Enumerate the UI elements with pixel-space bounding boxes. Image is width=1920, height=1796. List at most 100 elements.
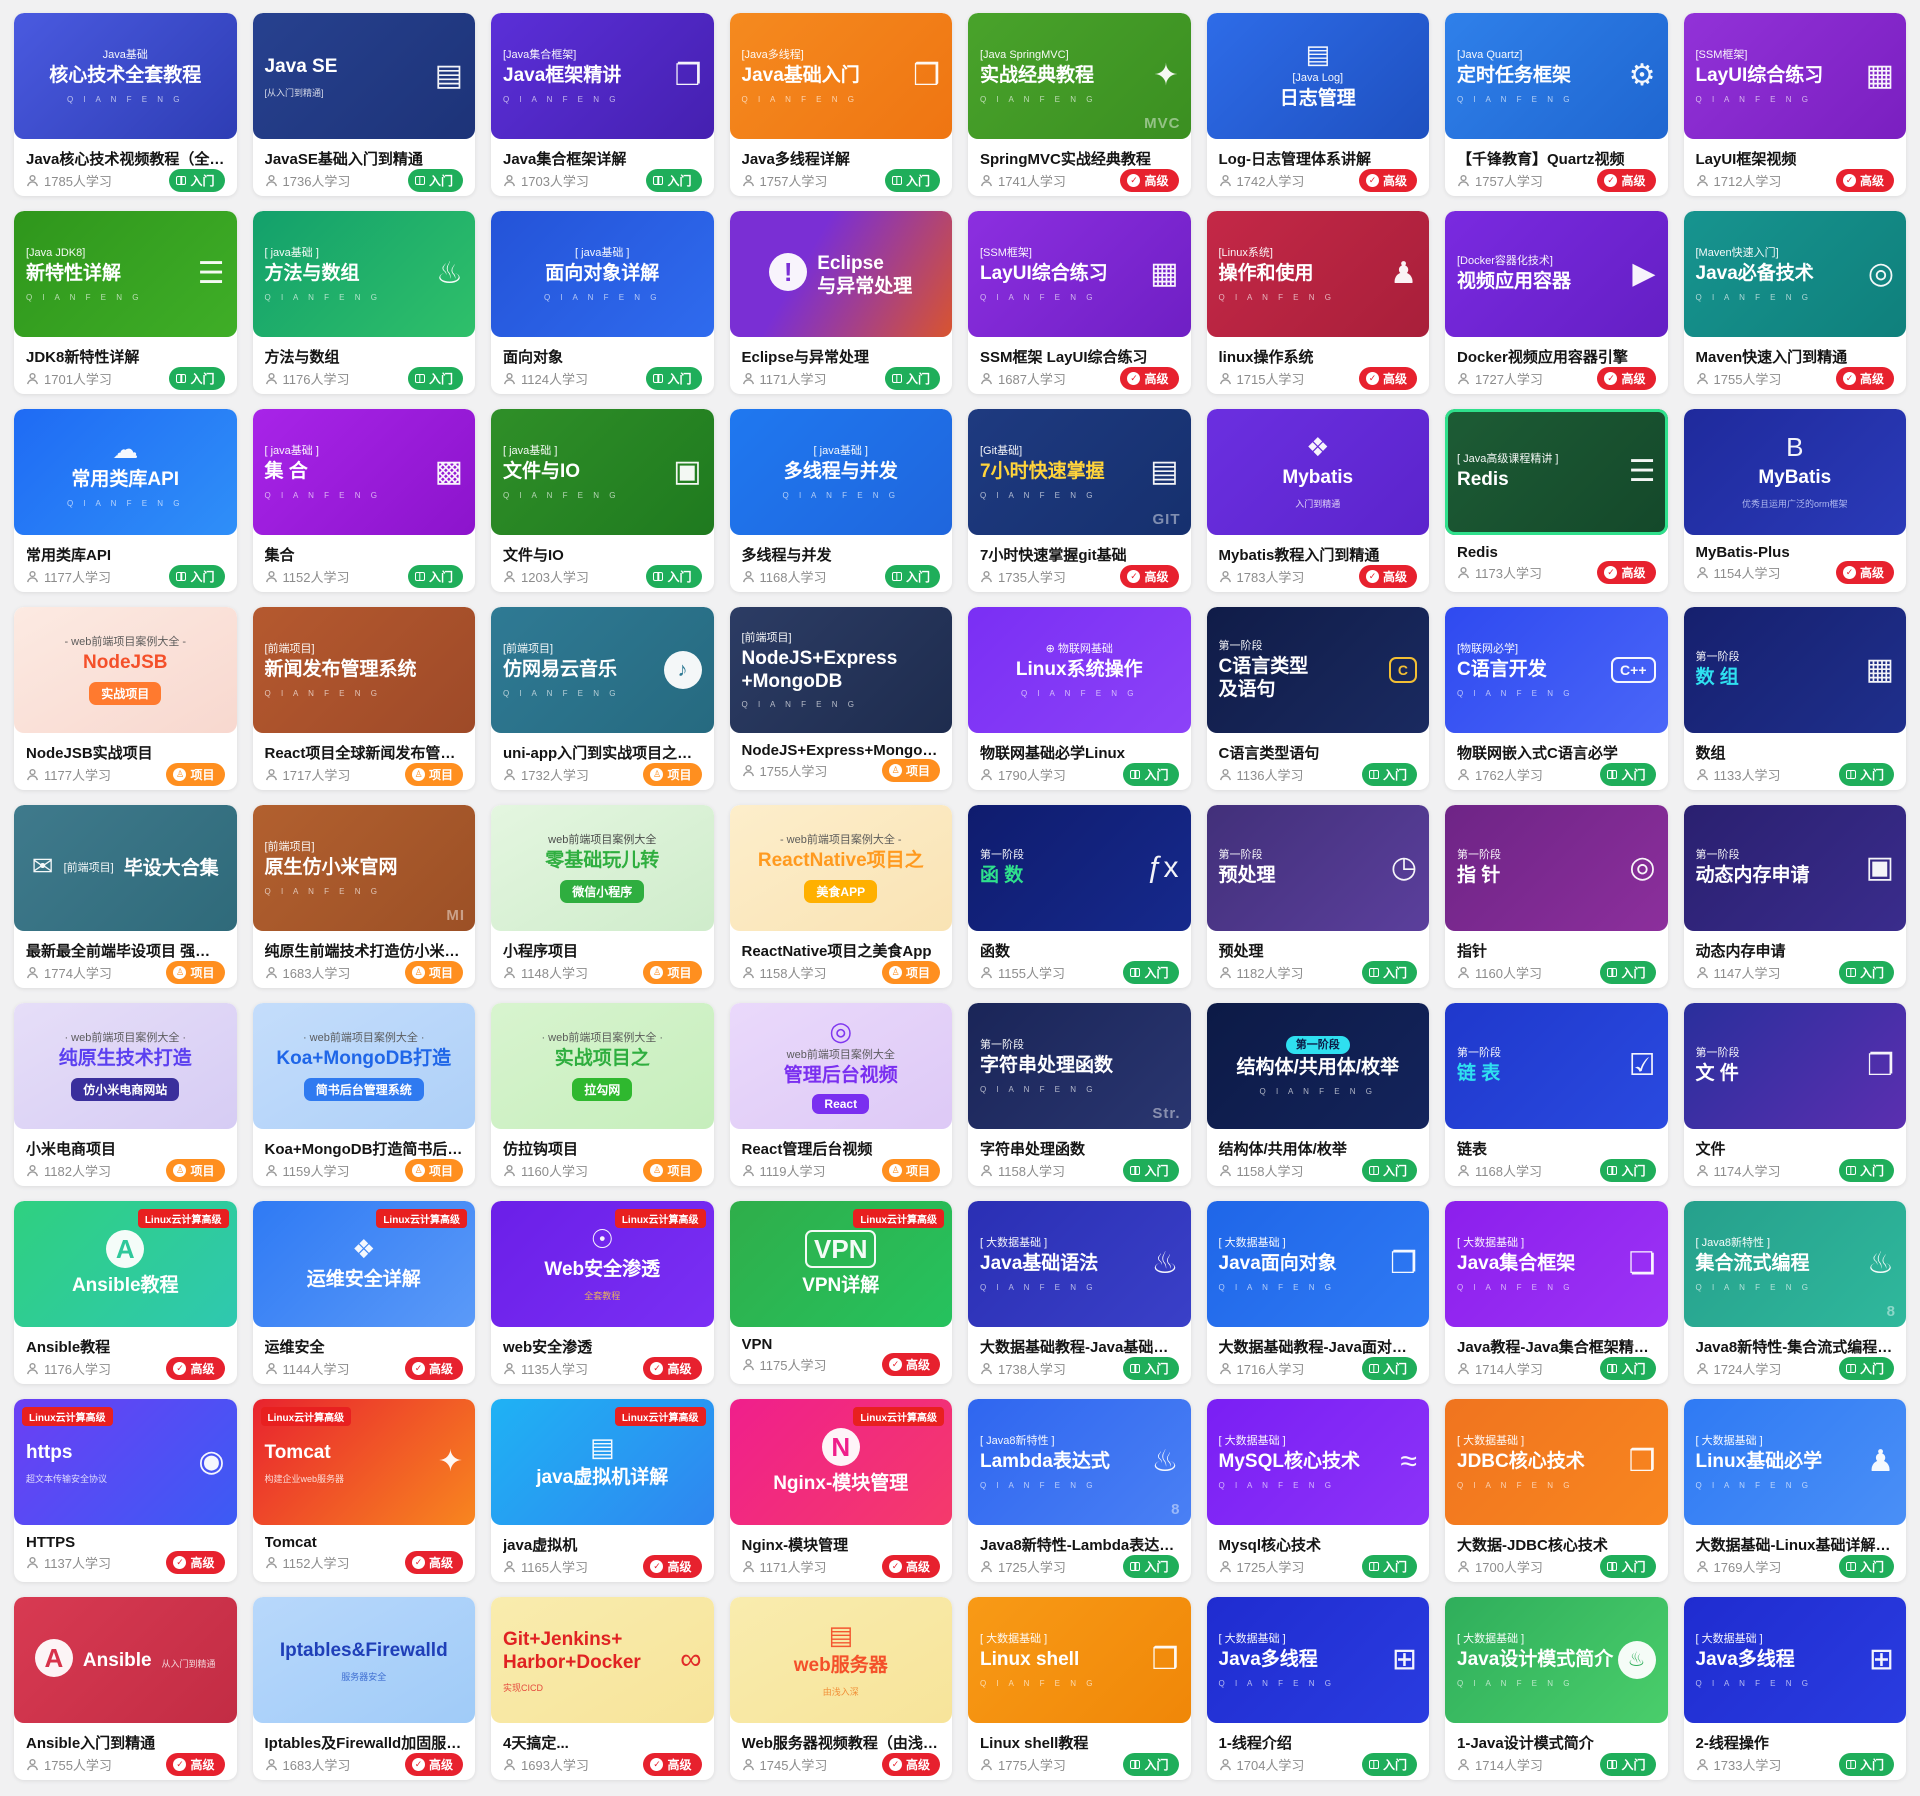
- course-card[interactable]: ⊕ 物联网基础 Linux系统操作 Q I A N F E N G 物联网基础必…: [968, 607, 1191, 790]
- level-badge-label: 项目: [667, 1164, 692, 1178]
- course-card[interactable]: ▩ [ java基础 ] 集 合 Q I A N F E N G 集合 1152…: [252, 409, 475, 592]
- course-card[interactable]: · web前端项目案例大全 · 实战项目之 拉勾网 仿拉钩项目 1160人学习 …: [491, 1003, 714, 1186]
- course-card[interactable]: ▣ 第一阶段 动态内存申请 动态内存申请 1147人学习: [1683, 805, 1906, 988]
- course-card[interactable]: · web前端项目案例大全 · Koa+MongoDB打造 简书后台管理系统 K…: [252, 1003, 475, 1186]
- course-card[interactable]: B MyBatis 优秀且运用广泛的orm框架 MyBatis-Plus 115…: [1683, 409, 1907, 592]
- course-card[interactable]: Linux云计算高级 A Ansible教程 Ansible教程 1176人学习: [14, 1201, 237, 1384]
- course-card[interactable]: ⊞ [ 大数据基础 ] Java多线程 Q I A N F E N G 2-线程…: [1683, 1597, 1906, 1780]
- course-card[interactable]: ♪ [前端项目] 仿网易云音乐 Q I A N F E N G uni-app入…: [491, 607, 714, 790]
- thumb-tag: 第一阶段: [1695, 1047, 1740, 1060]
- course-card[interactable]: · web前端项目案例大全 · 纯原生技术打造 仿小米电商网站 小米电商项目 1…: [14, 1003, 237, 1186]
- course-card[interactable]: ▦ [SSM框架] LayUI综合练习 Q I A N F E N G SSM框…: [968, 211, 1191, 394]
- student-count: 1762人学习: [1475, 768, 1543, 783]
- course-card[interactable]: ▶ [Docker容器化技术] 视频应用容器 Docker视频应用容器引擎 17…: [1445, 211, 1668, 394]
- course-card[interactable]: ▤ web服务器 由浅入深 Web服务器视频教程（由浅入... 1745人学习: [729, 1597, 952, 1780]
- thumb-main-text: Mybatis: [1282, 467, 1354, 489]
- course-card[interactable]: C 第一阶段 C语言类型 及语句 C语言类型语句 1136人学习: [1206, 607, 1429, 790]
- course-card[interactable]: ❐ 第一阶段 文 件 文件 1174人学习: [1683, 1003, 1906, 1186]
- course-card[interactable]: ❒ [Java多线程] Java基础入门 Q I A N F E N G Jav…: [729, 13, 952, 196]
- course-card[interactable]: Linux云计算高级 ▤ java虚拟机详解 java虚拟机 1165人学习: [491, 1399, 714, 1582]
- course-card[interactable]: [前端项目] NodeJS+Express +MongoDB Q I A N F…: [729, 607, 953, 790]
- course-meta: 1160人学习 入门: [1457, 961, 1656, 984]
- course-card[interactable]: ◎ web前端项目案例大全 管理后台视频 React React管理后台视频 1…: [729, 1003, 952, 1186]
- course-card[interactable]: ✉ [前端项目] 毕设大合集 最新最全前端毕设项目 强烈建... 1774人学习: [14, 805, 237, 988]
- course-card[interactable]: 第一阶段 字符串处理函数 Q I A N F E N G Str. 字符串处理函…: [968, 1003, 1191, 1186]
- course-card[interactable]: ▦ 第一阶段 数 组 数组 1133人学习: [1683, 607, 1906, 790]
- thumb-subtitle: Q I A N F E N G: [67, 498, 184, 508]
- course-card[interactable]: ❒ [ 大数据基础 ] Linux shell Q I A N F E N G …: [968, 1597, 1191, 1780]
- course-card[interactable]: ▤ [Java Log] 日志管理 Log-日志管理体系讲解 1742人学习: [1206, 13, 1429, 196]
- course-card[interactable]: ♨ [ 大数据基础 ] Java基础语法 Q I A N F E N G 大数据…: [968, 1201, 1191, 1384]
- course-card[interactable]: - web前端项目案例大全 - ReactNative项目之 美食APP Rea…: [729, 805, 952, 988]
- course-card-body: NodeJS+Express+MongoD... 1755人学习 ♙ 项目: [730, 733, 953, 790]
- course-card[interactable]: ☰ [ Java高级课程精讲 ] Redis Redis 1173人学习: [1445, 409, 1668, 592]
- course-card[interactable]: [前端项目] 原生仿小米官网 Q I A N F E N G MI 纯原生前端技…: [252, 805, 475, 988]
- book-icon: [1607, 1166, 1618, 1175]
- course-card[interactable]: ✦ [Java SpringMVC] 实战经典教程 Q I A N F E N …: [968, 13, 1191, 196]
- course-card[interactable]: ❐ [ 大数据基础 ] Java面向对象 Q I A N F E N G 大数据…: [1206, 1201, 1429, 1384]
- course-thumbnail: ❏ [ 大数据基础 ] Java集合框架 Q I A N F E N G: [1445, 1201, 1668, 1327]
- thumb-subtitle: Q I A N F E N G: [1021, 688, 1138, 698]
- course-card[interactable]: ▣ [ java基础 ] 文件与IO Q I A N F E N G 文件与IO…: [491, 409, 714, 592]
- course-card-body: Nginx-模块管理 1171人学习 ✓ 高级: [730, 1525, 953, 1582]
- course-card[interactable]: ❐ [Java集合框架] Java框架精讲 Q I A N F E N G Ja…: [491, 13, 714, 196]
- course-card[interactable]: Iptables&Firewalld 服务器安全 Iptables及Firewa…: [252, 1597, 475, 1780]
- course-card[interactable]: ▤ [Git基础] 7小时快速掌握 Q I A N F E N G GIT 7小…: [968, 409, 1191, 592]
- course-card[interactable]: 第一阶段 结构体/共用体/枚举 Q I A N F E N G 结构体/共用体/…: [1206, 1003, 1429, 1186]
- course-card[interactable]: ⚙ [Java Quartz] 定时任务框架 Q I A N F E N G 【…: [1445, 13, 1668, 196]
- course-card[interactable]: Java基础 核心技术全套教程 Q I A N F E N G Java核心技术…: [14, 13, 237, 196]
- course-card[interactable]: Linux云计算高级 ◉ https 超文本传输安全协议 HTTPS 1137人…: [14, 1399, 237, 1582]
- course-card[interactable]: ◎ [Maven快速入门] Java必备技术 Q I A N F E N G M…: [1683, 211, 1906, 394]
- thumb-subtitle: Q I A N F E N G: [980, 1084, 1097, 1094]
- course-card-body: 文件与IO 1203人学习 入门: [491, 535, 714, 592]
- course-card[interactable]: - web前端项目案例大全 - NodeJSB 实战项目 NodeJSB实战项目…: [14, 607, 237, 790]
- course-card[interactable]: Linux云计算高级 ❖ 运维安全详解 运维安全 1144人学习: [252, 1201, 475, 1384]
- thumb-tag: [Java集合框架]: [503, 49, 577, 62]
- thumb-main-text: 结构体/共用体/枚举: [1236, 1057, 1400, 1079]
- student-count: 1160人学习: [521, 1164, 588, 1179]
- course-card[interactable]: ☑ 第一阶段 链 表 链表 1168人学习: [1445, 1003, 1668, 1186]
- course-card[interactable]: ◎ 第一阶段 指 针 指针 1160人学习: [1445, 805, 1668, 988]
- course-card[interactable]: [前端项目] 新闻发布管理系统 Q I A N F E N G React项目全…: [252, 607, 475, 790]
- level-badge: ♙ 项目: [404, 1159, 463, 1182]
- course-card[interactable]: ▦ [SSM框架] LayUI综合练习 Q I A N F E N G LayU…: [1683, 13, 1906, 196]
- course-card[interactable]: ♨ [ Java8新特性 ] Lambda表达式 Q I A N F E N G…: [968, 1399, 1191, 1582]
- course-card[interactable]: ! Eclipse 与异常处理 Eclipse与异常处理 1171人学习: [729, 211, 952, 394]
- course-card[interactable]: A Ansible 从入门到精通 Ansible入门到精通 1755人学习: [14, 1597, 237, 1780]
- course-title: Java集合框架详解: [503, 151, 627, 168]
- course-card[interactable]: [ java基础 ] 面向对象详解 Q I A N F E N G 面向对象 1…: [491, 211, 714, 394]
- course-card[interactable]: ƒx 第一阶段 函 数 函数 1155人学习: [968, 805, 1191, 988]
- course-card[interactable]: ❒ [ 大数据基础 ] JDBC核心技术 Q I A N F E N G 大数据…: [1445, 1399, 1668, 1582]
- course-card[interactable]: web前端项目案例大全 零基础玩儿转 微信小程序 小程序项目 1148人学习 ♙: [491, 805, 714, 988]
- course-card[interactable]: ≈ [ 大数据基础 ] MySQL核心技术 Q I A N F E N G My…: [1206, 1399, 1429, 1582]
- thumb-tag: [ java基础 ]: [503, 445, 558, 458]
- course-card[interactable]: ▤ Java SE [从入门到精通] JavaSE基础入门到精通 1736人学习: [252, 13, 475, 196]
- student-count: 1735人学习: [998, 570, 1066, 585]
- course-card[interactable]: ♨ [ Java8新特性 ] 集合流式编程 Q I A N F E N G 8 …: [1683, 1201, 1906, 1384]
- course-meta: 1700人学习 入门: [1457, 1555, 1656, 1578]
- course-card[interactable]: ☰ [Java JDK8] 新特性详解 Q I A N F E N G JDK8…: [14, 211, 237, 394]
- thumb-main-text: 字符串处理函数: [980, 1055, 1114, 1077]
- course-card[interactable]: ❏ [ 大数据基础 ] Java集合框架 Q I A N F E N G Jav…: [1445, 1201, 1668, 1384]
- course-card[interactable]: ∞ Git+Jenkins+ Harbor+Docker 实现CICD 4天搞定…: [491, 1597, 714, 1780]
- book-icon: [891, 176, 902, 185]
- course-card[interactable]: ❖ Mybatis 入门到精通 Mybatis教程入门到精通 1783人学习: [1206, 409, 1429, 592]
- course-card[interactable]: ♟ [Linux系统] 操作和使用 Q I A N F E N G linux操…: [1206, 211, 1429, 394]
- level-badge: ✓ 高级: [881, 1555, 940, 1578]
- course-card[interactable]: [ java基础 ] 多线程与并发 Q I A N F E N G 多线程与并发…: [729, 409, 952, 592]
- level-badge-label: 入门: [667, 174, 692, 188]
- student-count: 1136人学习: [1236, 768, 1304, 783]
- course-card-body: 物联网嵌入式C语言必学 1762人学习 入门: [1445, 733, 1668, 790]
- course-card-body: MyBatis-Plus 1154人学习 ✓ 高级: [1684, 535, 1907, 592]
- course-card[interactable]: Linux云计算高级 ✦ Tomcat 构建企业web服务器 Tomcat 11…: [252, 1399, 475, 1582]
- course-card[interactable]: ♟ [ 大数据基础 ] Linux基础必学 Q I A N F E N G 大数…: [1683, 1399, 1906, 1582]
- course-card[interactable]: Linux云计算高级 N Nginx-模块管理 Nginx-模块管理 1171人…: [729, 1399, 953, 1582]
- course-card[interactable]: ◷ 第一阶段 预处理 预处理 1182人学习: [1206, 805, 1429, 988]
- course-card[interactable]: Linux云计算高级 ☉ Web安全渗透 全套教程 web安全渗透 1135人学…: [491, 1201, 714, 1384]
- course-card[interactable]: C++ [物联网必学] C语言开发 Q I A N F E N G 物联网嵌入式…: [1445, 607, 1668, 790]
- course-card[interactable]: ⊞ [ 大数据基础 ] Java多线程 Q I A N F E N G 1-线程…: [1206, 1597, 1429, 1780]
- course-card[interactable]: ♨ [ java基础 ] 方法与数组 Q I A N F E N G 方法与数组…: [252, 211, 475, 394]
- course-card[interactable]: ☁ 常用类库API Q I A N F E N G 常用类库API 1177人学…: [14, 409, 237, 592]
- course-card[interactable]: ♨ [ 大数据基础 ] Java设计模式简介 Q I A N F E N G 1…: [1445, 1597, 1668, 1780]
- course-card[interactable]: Linux云计算高级 VPN VPN详解 VPN 1175人学习: [729, 1201, 952, 1384]
